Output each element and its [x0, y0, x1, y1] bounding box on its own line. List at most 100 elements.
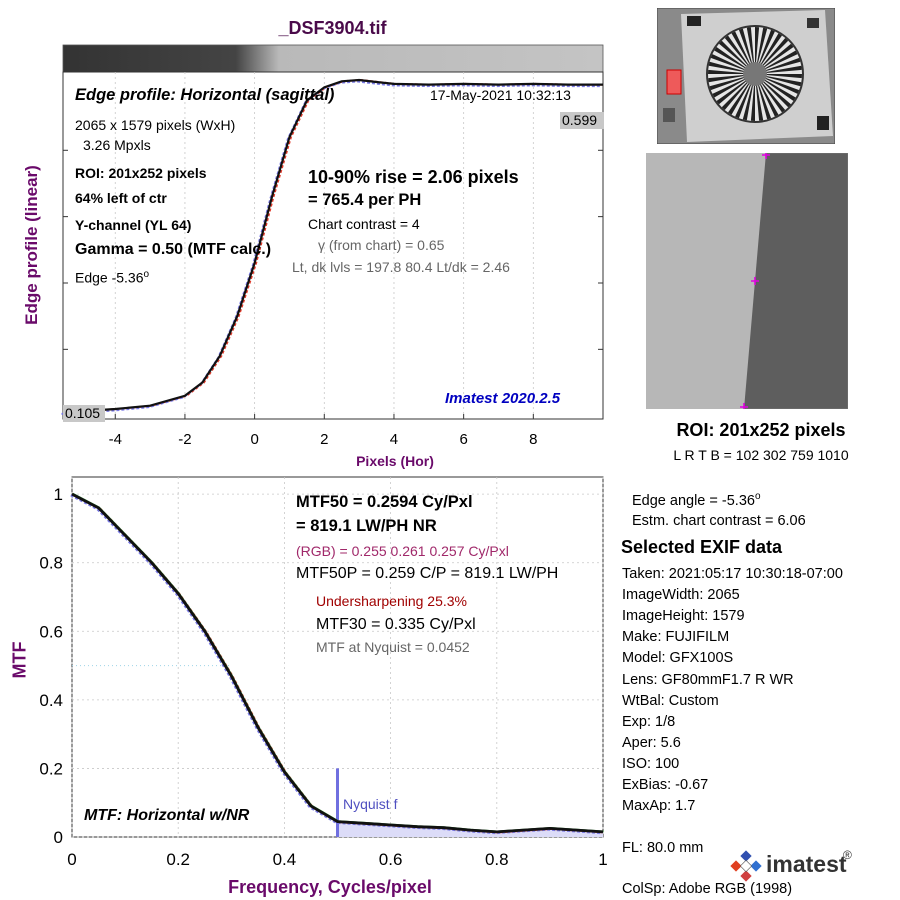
thumbnail-star-ray	[755, 29, 775, 74]
thumbnail-star-ray	[755, 50, 798, 74]
thumbnail-star-ray	[755, 57, 801, 74]
mtf-y-tick-label: 0	[54, 828, 63, 847]
thumbnail-star-ray	[755, 38, 789, 74]
exif-focal-length: FL: 80.0 mm	[622, 840, 704, 856]
roi-edge-marker	[751, 277, 759, 285]
thumbnail-star-ray	[710, 54, 755, 74]
thumbnail-star-ray	[735, 74, 755, 119]
edge-position: 64% left of ctr	[75, 190, 167, 206]
edge-per-ph: = 765.4 per PH	[308, 191, 422, 209]
roi-crop-image	[646, 153, 848, 409]
edge-rise: 10-90% rise = 2.06 pixels	[308, 167, 519, 187]
nyquist-label: Nyquist f	[343, 796, 398, 812]
mtf-y-tick-label: 0.6	[39, 622, 63, 641]
exif-line: WtBal: Custom	[622, 692, 719, 709]
thumbnail-star-ray	[755, 74, 800, 94]
edge-top-level-badge: 0.599	[560, 112, 604, 129]
edge-gamma-chart: γ (from chart) = 0.65	[318, 237, 445, 253]
exif-line: Aper: 5.6	[622, 734, 681, 751]
thumbnail-star-ray	[738, 28, 755, 75]
thumbnail-star-ray	[755, 74, 791, 108]
imatest-logo-text: imatest	[766, 851, 847, 877]
thumbnail-star-ray	[719, 40, 755, 74]
degree-symbol: o	[754, 491, 761, 502]
mtf-nyquist-value: MTF at Nyquist = 0.0452	[316, 639, 470, 655]
mtf-x-tick-label: 0.4	[273, 850, 297, 869]
edge-x-tick-label: 8	[529, 431, 537, 448]
mtf50p-value: MTF50P = 0.259 C/P = 819.1 LW/PH	[296, 565, 559, 582]
edge-bottom-level-badge: 0.105	[63, 405, 105, 422]
exif-line: Lens: GF80mmF1.7 R WR	[622, 671, 794, 688]
edge-x-tick-label: -4	[109, 431, 122, 448]
edge-x-tick-label: -2	[178, 431, 191, 448]
edge-panel-title: Edge profile: Horizontal (sagittal)	[75, 86, 335, 104]
chart-thumbnail	[657, 8, 835, 144]
mtf30-value: MTF30 = 0.335 Cy/Pxl	[316, 616, 476, 633]
thumbnail-star-ray	[755, 74, 786, 113]
edge-gradient-strip	[62, 44, 604, 73]
edge-mpxls: 3.26 Mpxls	[83, 137, 151, 153]
thumbnail-star-ray	[721, 74, 755, 110]
thumbnail-star-ray	[755, 43, 794, 74]
chart-contrast-info: Estm. chart contrast = 6.06	[632, 513, 806, 529]
exif-line: Exp: 1/8	[622, 713, 676, 730]
thumbnail-star-ray	[716, 74, 755, 105]
mtf-y-tick-label: 0.8	[39, 554, 63, 573]
edge-angle-info: Edge angle = -5.36o	[632, 491, 761, 509]
edge-gamma: Gamma = 0.50 (MTF calc.)	[75, 241, 272, 258]
edge-roi: ROI: 201x252 pixels	[75, 165, 207, 181]
mtf-x-tick-label: 1	[598, 850, 607, 869]
exif-line: MaxAp: 1.7	[622, 798, 696, 815]
edge-dims: 2065 x 1579 pixels (WxH)	[75, 117, 236, 133]
edge-x-tick-label: 6	[459, 431, 467, 448]
exif-colorspace: ColSp: Adobe RGB (1998)	[622, 881, 793, 897]
roi-edge-marker	[740, 403, 748, 409]
roi-coords: L R T B = 102 302 759 1010	[673, 447, 849, 463]
imatest-logo-registered: ®	[843, 848, 852, 862]
exif-line: Make: FUJIFILM	[622, 629, 730, 646]
thumbnail-star-ray	[724, 35, 755, 74]
thumbnail-star-ray	[755, 33, 782, 74]
thumbnail-star-ray	[728, 74, 755, 115]
mtf50-value: MTF50 = 0.2594 Cy/Pxl	[296, 493, 473, 511]
imatest-logo: imatest ®	[730, 848, 860, 882]
mtf50-rgb: (RGB) = 0.255 0.261 0.257 Cy/Pxl	[296, 543, 509, 559]
thumbnail-star-ray	[755, 74, 772, 120]
mtf-y-tick-label: 0.4	[39, 691, 63, 710]
mtf-ylabel: MTF	[9, 641, 30, 679]
edge-x-tick-label: 2	[320, 431, 328, 448]
roi-edge-marker	[762, 153, 770, 159]
edge-levels: Lt, dk lvls = 197.8 80.4 Lt/dk = 2.46	[292, 259, 510, 275]
file-title: _DSF3904.tif	[278, 18, 387, 38]
imatest-version: Imatest 2020.2.5	[445, 390, 561, 407]
mtf-panel-label: MTF: Horizontal w/NR	[84, 807, 250, 824]
mtf-x-tick-label: 0.8	[485, 850, 509, 869]
mtf-x-tick-label: 0	[67, 850, 76, 869]
exif-line: Taken: 2021:05:17 10:30:18-07:00	[622, 566, 843, 582]
edge-channel: Y-channel (YL 64)	[75, 217, 192, 233]
edge-xlabel: Pixels (Hor)	[356, 453, 434, 469]
thumbnail-star-ray	[712, 74, 755, 98]
mtf-x-tick-label: 0.6	[379, 850, 403, 869]
mtf-xlabel: Frequency, Cycles/pixel	[228, 877, 432, 897]
thumbnail-star-ray	[731, 31, 755, 74]
edge-angle-label: Edge -5.36o	[75, 269, 150, 286]
exif-line: ImageHeight: 1579	[622, 608, 745, 625]
degree-symbol: o	[143, 269, 150, 280]
exif-line: ExBias: -0.67	[622, 777, 709, 793]
nyquist-region	[337, 821, 603, 837]
edge-x-tick-label: 0	[250, 431, 258, 448]
mtf-y-tick-label: 0.2	[39, 759, 63, 778]
edge-ylabel: Edge profile (linear)	[22, 165, 41, 325]
mtf-y-tick-label: 1	[54, 485, 63, 504]
mtf50-lwph: = 819.1 LW/PH NR	[296, 517, 437, 535]
edge-chart-contrast: Chart contrast = 4	[308, 216, 420, 232]
roi-caption: ROI: 201x252 pixels	[676, 420, 846, 440]
edge-x-tick-label: 4	[390, 431, 398, 448]
thumbnail-star-ray	[755, 74, 796, 101]
imatest-logo-mark	[730, 850, 762, 882]
exif-line: Model: GFX100S	[622, 650, 734, 667]
thumbnail-star-ray	[755, 74, 779, 117]
exif-title: Selected EXIF data	[621, 537, 783, 557]
exif-line: ISO: 100	[622, 755, 680, 772]
